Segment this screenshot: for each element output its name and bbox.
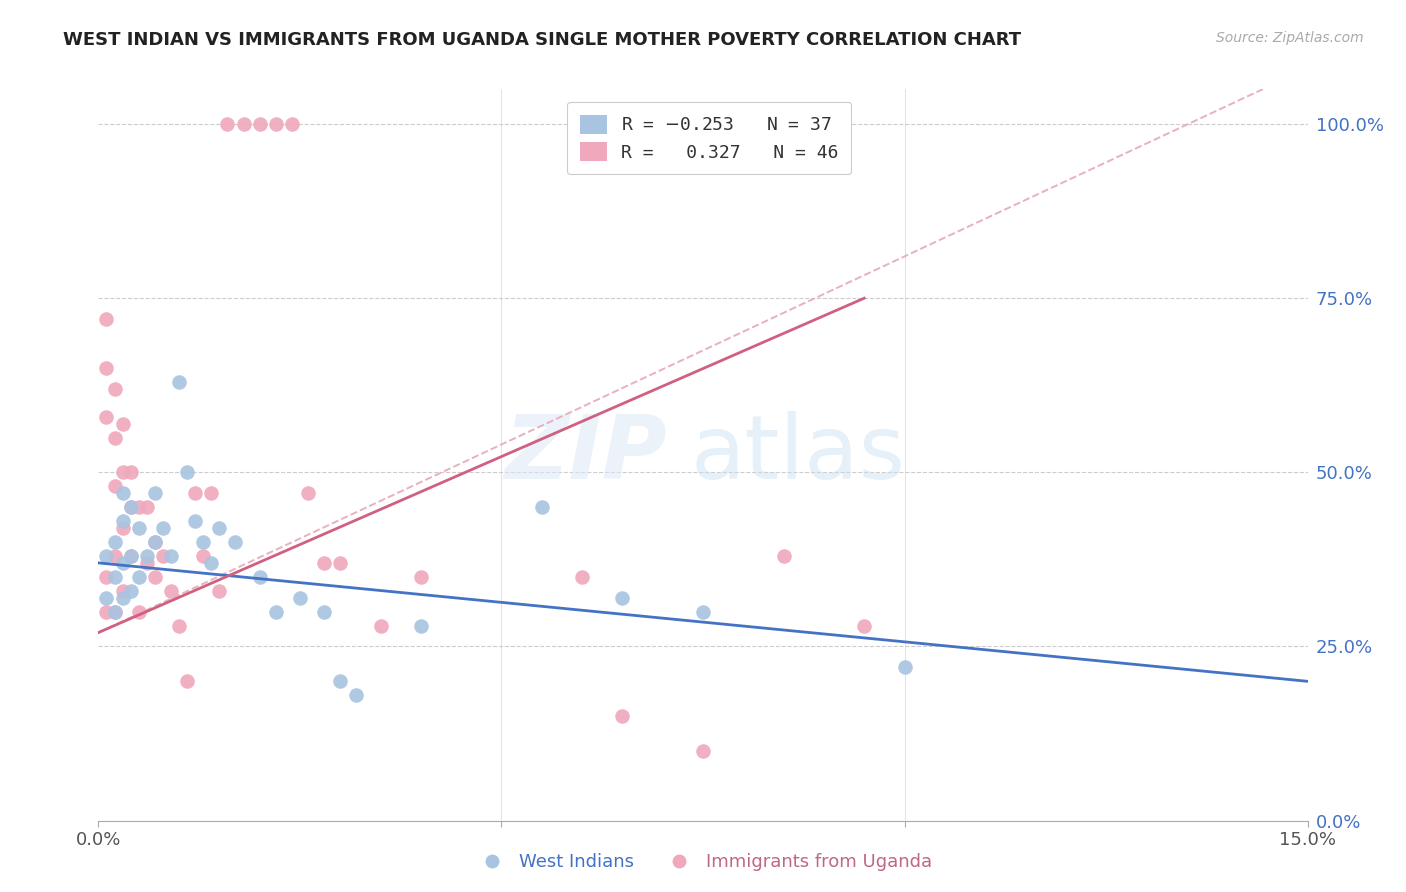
Point [143, 535, 166, 549]
Point [120, 583, 142, 598]
Point [111, 591, 134, 605]
Point [224, 535, 246, 549]
Text: ZIP: ZIP [503, 411, 666, 499]
Point [264, 605, 287, 619]
Point [297, 486, 319, 500]
Point [167, 618, 190, 632]
Point [152, 521, 174, 535]
Point [571, 570, 593, 584]
Point [160, 549, 183, 563]
Point [249, 570, 271, 584]
Point [96, 605, 118, 619]
Point [111, 466, 134, 480]
Point [232, 117, 254, 131]
Point [853, 618, 876, 632]
Point [111, 417, 134, 431]
Point [120, 549, 142, 563]
Legend: West Indians, Immigrants from Uganda: West Indians, Immigrants from Uganda [467, 847, 939, 879]
Point [120, 500, 142, 515]
Point [103, 430, 125, 444]
Point [329, 556, 352, 570]
Point [128, 605, 150, 619]
Point [176, 674, 198, 689]
Point [281, 117, 304, 131]
Point [193, 535, 215, 549]
Point [344, 688, 367, 702]
Text: Source: ZipAtlas.com: Source: ZipAtlas.com [1216, 31, 1364, 45]
Point [143, 535, 166, 549]
Point [111, 583, 134, 598]
Point [128, 500, 150, 515]
Point [135, 549, 157, 563]
Point [167, 375, 190, 389]
Point [184, 514, 207, 528]
Point [103, 382, 125, 396]
Point [120, 466, 142, 480]
Point [135, 556, 157, 570]
Point [96, 360, 118, 375]
Point [612, 591, 634, 605]
Point [176, 466, 198, 480]
Point [208, 521, 231, 535]
Point [314, 605, 336, 619]
Point [200, 556, 222, 570]
Point [103, 535, 125, 549]
Point [143, 570, 166, 584]
Point [184, 486, 207, 500]
Point [111, 514, 134, 528]
Point [103, 549, 125, 563]
Point [143, 486, 166, 500]
Point [314, 556, 336, 570]
Point [612, 709, 634, 723]
Point [111, 486, 134, 500]
Point [128, 570, 150, 584]
Point [692, 744, 714, 758]
Point [103, 570, 125, 584]
Point [772, 549, 794, 563]
Point [103, 605, 125, 619]
Point [111, 556, 134, 570]
Text: atlas: atlas [690, 411, 905, 499]
Point [288, 591, 311, 605]
Point [692, 605, 714, 619]
Point [249, 117, 271, 131]
Point [135, 500, 157, 515]
Point [329, 674, 352, 689]
Point [264, 117, 287, 131]
Point [103, 479, 125, 493]
Legend: R = $-$0.253   N = 37, R =   0.327   N = 46: R = $-$0.253 N = 37, R = 0.327 N = 46 [567, 102, 851, 174]
Point [96, 549, 118, 563]
Point [111, 521, 134, 535]
Point [530, 500, 553, 515]
Point [96, 570, 118, 584]
Point [370, 618, 392, 632]
Point [152, 549, 174, 563]
Point [193, 549, 215, 563]
Point [200, 486, 222, 500]
Point [409, 618, 432, 632]
Point [120, 549, 142, 563]
Point [160, 583, 183, 598]
Point [217, 117, 239, 131]
Point [96, 591, 118, 605]
Text: WEST INDIAN VS IMMIGRANTS FROM UGANDA SINGLE MOTHER POVERTY CORRELATION CHART: WEST INDIAN VS IMMIGRANTS FROM UGANDA SI… [63, 31, 1021, 49]
Point [96, 409, 118, 424]
Point [96, 312, 118, 326]
Point [120, 500, 142, 515]
Point [893, 660, 915, 674]
Point [103, 605, 125, 619]
Point [128, 521, 150, 535]
Point [208, 583, 231, 598]
Point [409, 570, 432, 584]
